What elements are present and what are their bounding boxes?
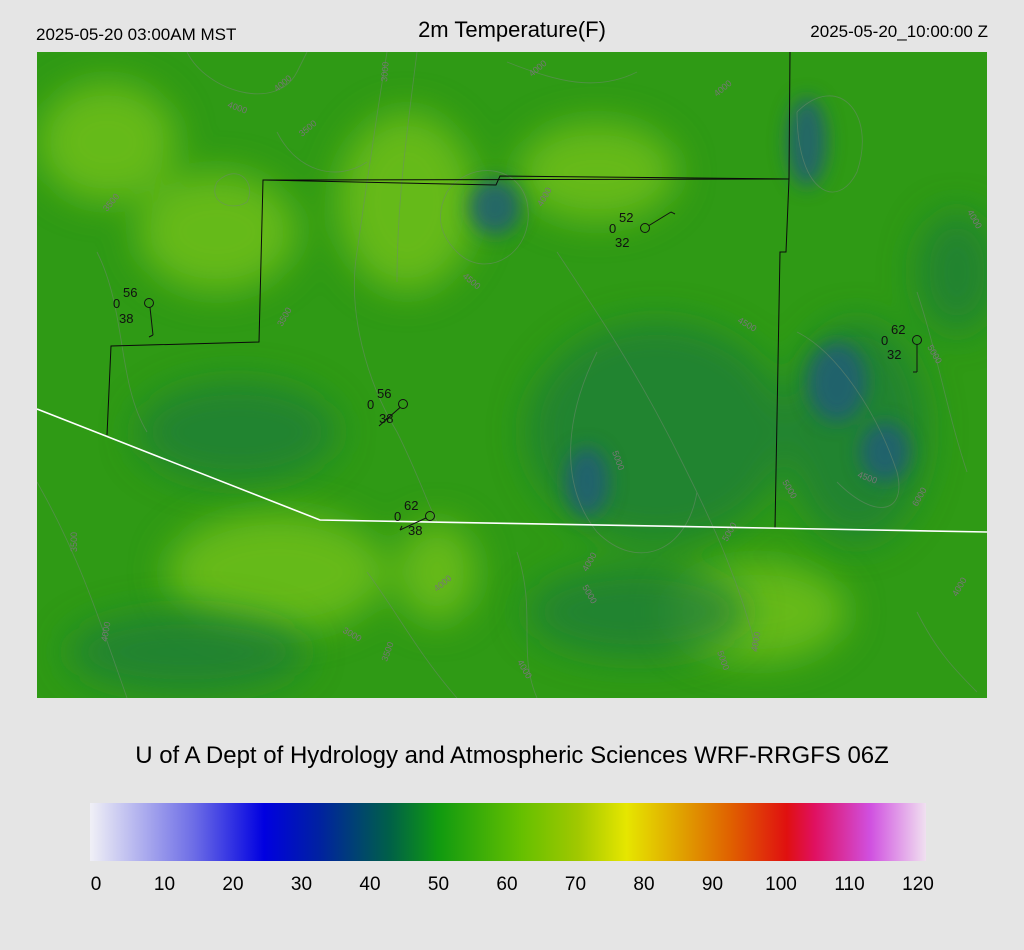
station-plot: 56 0 38 — [113, 285, 154, 338]
county-boundary — [106, 52, 791, 436]
colorbar-tick-label: 20 — [222, 874, 244, 895]
map-title: 2m Temperature(F) — [418, 17, 606, 42]
station-temperature: 56 — [377, 386, 391, 401]
station-temperature: 62 — [404, 498, 418, 513]
colorbar-tick-label: 30 — [290, 874, 313, 895]
station-temperature: 52 — [619, 210, 633, 225]
colorbar-tick-label: 110 — [834, 874, 865, 895]
colorbar-tick-label: 70 — [564, 874, 587, 895]
station-plot: 62 0 38 — [394, 498, 435, 538]
station-plot: 62 0 32 — [881, 322, 922, 373]
station-plot: 52 0 32 — [609, 210, 676, 250]
station-dewpoint: 38 — [408, 523, 422, 538]
state-boundary — [37, 408, 987, 533]
local-valid-time: 2025-05-20 03:00AM MST — [36, 25, 237, 44]
station-cloud-cover: 0 — [113, 296, 120, 311]
station-cloud-cover: 0 — [609, 221, 616, 236]
station-temperature: 62 — [891, 322, 905, 337]
county-boundary-east — [774, 178, 790, 529]
temperature-field-cold — [469, 97, 910, 517]
colorbar-tick-label: 60 — [496, 874, 518, 895]
contour-label: 3500 — [69, 532, 79, 552]
station-cloud-cover: 0 — [367, 397, 374, 412]
station-plot: 56 0 38 — [367, 386, 408, 427]
station-dewpoint: 32 — [615, 235, 629, 250]
model-credit: U of A Dept of Hydrology and Atmospheric… — [135, 742, 889, 769]
colorbar-tick-label: 0 — [90, 874, 102, 895]
station-dewpoint: 38 — [379, 411, 393, 426]
colorbar-ticks: 0 10 20 30 40 50 60 70 80 90 100 110 120 — [0, 874, 1024, 904]
colorbar-tick-label: 100 — [765, 874, 797, 895]
utc-valid-time: 2025-05-20_10:00:00 Z — [810, 22, 988, 41]
station-dewpoint: 32 — [887, 347, 901, 362]
colorbar-tick-label: 90 — [701, 874, 724, 895]
station-cloud-cover: 0 — [881, 333, 888, 348]
terrain-contours — [37, 52, 978, 698]
colorbar-tick-label: 80 — [633, 874, 655, 895]
county-boundary-north — [262, 175, 790, 186]
colorbar-tick-label: 40 — [359, 874, 381, 895]
map-header: 2025-05-20 03:00AM MST 2m Temperature(F)… — [0, 0, 1024, 52]
temperature-colorbar — [90, 803, 926, 861]
station-cloud-cover: 0 — [394, 509, 401, 524]
station-dewpoint: 38 — [119, 311, 133, 326]
contour-label: 4000 — [99, 621, 112, 642]
colorbar-tick-label: 10 — [153, 874, 176, 895]
colorbar-tick-label: 120 — [902, 874, 934, 895]
colorbar-tick-label: 50 — [427, 874, 450, 895]
contour-label: 3000 — [379, 61, 391, 82]
station-temperature: 56 — [123, 285, 137, 300]
contour-label: 4000 — [749, 631, 762, 652]
